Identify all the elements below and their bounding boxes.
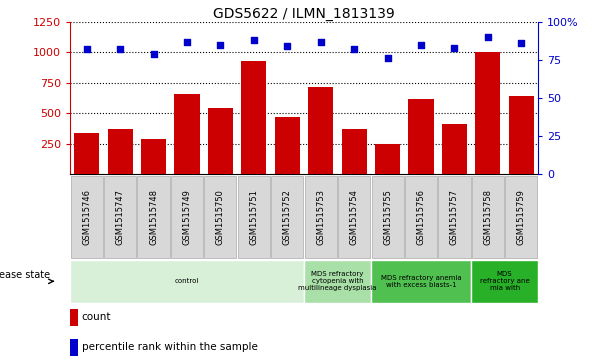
Bar <box>442 124 467 174</box>
FancyBboxPatch shape <box>171 176 203 258</box>
Point <box>383 56 393 61</box>
FancyBboxPatch shape <box>204 176 237 258</box>
Text: GSM1515750: GSM1515750 <box>216 189 225 245</box>
Point <box>416 42 426 48</box>
Text: control: control <box>174 278 199 284</box>
Text: GSM1515756: GSM1515756 <box>416 189 426 245</box>
FancyBboxPatch shape <box>104 176 136 258</box>
Point <box>316 39 326 45</box>
Bar <box>174 94 199 174</box>
Text: MDS refractory anemia
with excess blasts-1: MDS refractory anemia with excess blasts… <box>381 275 461 288</box>
Text: GSM1515751: GSM1515751 <box>249 189 258 245</box>
Point <box>249 37 259 43</box>
FancyBboxPatch shape <box>71 176 103 258</box>
FancyBboxPatch shape <box>472 176 504 258</box>
FancyBboxPatch shape <box>271 176 303 258</box>
Point <box>483 34 493 40</box>
FancyBboxPatch shape <box>505 176 537 258</box>
Point <box>349 46 359 52</box>
FancyBboxPatch shape <box>438 176 471 258</box>
FancyBboxPatch shape <box>304 260 371 303</box>
Bar <box>375 144 400 174</box>
Point <box>182 39 192 45</box>
Text: GSM1515755: GSM1515755 <box>383 189 392 245</box>
Point <box>215 42 225 48</box>
Text: GSM1515749: GSM1515749 <box>182 189 192 245</box>
Text: GSM1515754: GSM1515754 <box>350 189 359 245</box>
Bar <box>208 108 233 174</box>
Text: MDS
refractory ane
mia with: MDS refractory ane mia with <box>480 271 530 291</box>
FancyBboxPatch shape <box>238 176 270 258</box>
Bar <box>409 99 434 174</box>
Point <box>449 45 460 50</box>
Point <box>517 40 527 46</box>
Text: count: count <box>81 313 111 322</box>
Bar <box>308 87 333 174</box>
Bar <box>74 133 99 174</box>
Bar <box>70 339 78 356</box>
FancyBboxPatch shape <box>137 176 170 258</box>
Text: GSM1515759: GSM1515759 <box>517 189 526 245</box>
Text: GSM1515747: GSM1515747 <box>116 189 125 245</box>
FancyBboxPatch shape <box>70 260 304 303</box>
Text: GSM1515757: GSM1515757 <box>450 189 459 245</box>
Text: percentile rank within the sample: percentile rank within the sample <box>81 342 258 352</box>
Point <box>282 43 292 49</box>
Bar <box>342 129 367 174</box>
Point <box>115 46 125 52</box>
Text: disease state: disease state <box>0 270 50 280</box>
Point <box>81 46 91 52</box>
Bar <box>241 61 266 174</box>
Text: GSM1515746: GSM1515746 <box>82 189 91 245</box>
FancyBboxPatch shape <box>371 260 471 303</box>
Bar <box>275 117 300 174</box>
FancyBboxPatch shape <box>338 176 370 258</box>
Text: GSM1515753: GSM1515753 <box>316 189 325 245</box>
Text: GSM1515748: GSM1515748 <box>149 189 158 245</box>
Text: GSM1515758: GSM1515758 <box>483 189 492 245</box>
FancyBboxPatch shape <box>371 176 404 258</box>
Bar <box>70 309 78 326</box>
FancyBboxPatch shape <box>471 260 538 303</box>
Point <box>148 51 158 57</box>
Bar <box>509 95 534 174</box>
Title: GDS5622 / ILMN_1813139: GDS5622 / ILMN_1813139 <box>213 7 395 21</box>
FancyBboxPatch shape <box>405 176 437 258</box>
Bar <box>108 129 133 174</box>
Bar <box>141 139 166 174</box>
Bar <box>475 52 500 174</box>
FancyBboxPatch shape <box>305 176 337 258</box>
Text: MDS refractory
cytopenia with
multilineage dysplasia: MDS refractory cytopenia with multilinea… <box>298 271 377 291</box>
Text: GSM1515752: GSM1515752 <box>283 189 292 245</box>
